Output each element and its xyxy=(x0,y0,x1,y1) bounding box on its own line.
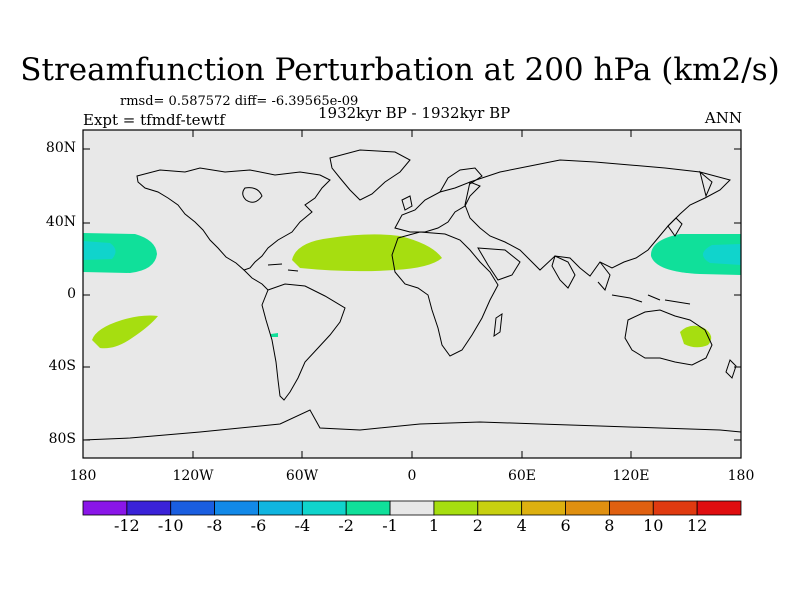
colorbar-label: -8 xyxy=(206,516,223,535)
lat-label-40s: 40S xyxy=(48,358,76,374)
stats-line: rmsd= 0.587572 diff= -6.39565e-09 xyxy=(120,94,359,109)
lat-label-80s: 80S xyxy=(48,431,76,447)
lon-ticks xyxy=(192,130,632,458)
anomaly-south-america-patch xyxy=(271,333,278,337)
colorbar-swatch xyxy=(652,500,698,516)
colorbar-label: -10 xyxy=(157,516,184,535)
anomaly-australia xyxy=(680,325,712,348)
colorbar-swatch xyxy=(301,500,347,516)
colorbar xyxy=(82,500,742,516)
period-label: 1932kyr BP - 1932kyr BP xyxy=(318,104,511,122)
coast-antarctica xyxy=(82,409,742,441)
coast-madagascar xyxy=(493,312,503,338)
colorbar-label: 1 xyxy=(428,516,440,535)
coast-australia xyxy=(624,309,713,366)
coast-new-zealand xyxy=(725,359,737,379)
colorbar-swatch xyxy=(258,500,303,516)
colorbar-label: -2 xyxy=(338,516,354,535)
colorbar-swatch xyxy=(477,500,523,516)
colorbar-swatch xyxy=(433,500,479,516)
lon-label-180e: 180 xyxy=(727,468,755,484)
anomaly-north-pacific-east xyxy=(650,234,741,275)
colorbar-swatch xyxy=(345,500,391,516)
colorbar-swatch xyxy=(389,500,435,516)
coast-europe xyxy=(394,181,481,233)
anomaly-north-atlantic-africa xyxy=(292,234,442,272)
coast-southeast-asia xyxy=(597,261,611,291)
colorbar-label: -6 xyxy=(250,516,267,535)
coast-kamchatka xyxy=(699,170,713,198)
lat-label-80n: 80N xyxy=(45,140,76,156)
lat-label-0: 0 xyxy=(67,286,76,302)
colorbar-swatch xyxy=(696,500,742,516)
anomaly-north-pacific-east-core xyxy=(702,244,741,265)
colorbar-label: 4 xyxy=(516,516,527,535)
colorbar-swatch xyxy=(521,500,566,516)
colorbar-label: 10 xyxy=(643,516,664,535)
season-label: ANN xyxy=(704,109,742,127)
map-background xyxy=(83,130,741,458)
coast-greenland xyxy=(329,149,411,201)
coast-japan xyxy=(667,217,683,237)
anomaly-layer xyxy=(83,233,741,349)
colorbar-label: -1 xyxy=(382,516,398,535)
map-title: Streamfunction Perturbation at 200 hPa (… xyxy=(20,52,780,88)
coast-central-america xyxy=(243,269,269,291)
lon-label-0: 0 xyxy=(407,468,417,484)
colorbar-swatch xyxy=(82,500,128,516)
coast-north-america xyxy=(136,167,331,271)
coast-africa xyxy=(391,231,499,357)
coast-british-isles xyxy=(401,195,413,211)
coast-asia xyxy=(464,159,731,277)
colorbar-label: -12 xyxy=(113,516,140,535)
colorbar-label: 12 xyxy=(686,516,708,535)
coast-south-america xyxy=(261,283,346,401)
lon-label-180w: 180 xyxy=(69,468,97,484)
lon-label-120e: 120E xyxy=(612,468,650,484)
experiment-label: Expt = tfmdf-tewtf xyxy=(83,111,225,129)
anomaly-north-pacific-west-core xyxy=(83,241,116,260)
coast-scandinavia xyxy=(439,167,483,193)
colorbar-swatch xyxy=(609,500,654,516)
coast-indonesia xyxy=(611,294,691,305)
lon-label-120w: 120W xyxy=(172,468,214,484)
lon-label-60w: 60W xyxy=(285,468,319,484)
colorbar-swatch xyxy=(170,500,216,516)
coast-caribbean xyxy=(267,263,299,272)
lat-label-40n: 40N xyxy=(45,214,76,230)
colorbar-label: -4 xyxy=(294,516,311,535)
lon-label-60e: 60E xyxy=(507,468,537,484)
anomaly-south-pacific xyxy=(92,315,158,349)
coast-arabia xyxy=(477,247,521,281)
colorbar-label: 8 xyxy=(604,516,615,535)
colorbar-swatch xyxy=(126,500,172,516)
colorbar-label: 6 xyxy=(560,516,571,535)
lat-ticks xyxy=(83,148,741,441)
colorbar-swatch xyxy=(214,500,259,516)
coast-hudson-bay xyxy=(242,187,263,203)
coastlines xyxy=(82,149,742,441)
colorbar-label: 2 xyxy=(472,516,483,535)
coast-india xyxy=(551,255,576,289)
colorbar-swatch xyxy=(565,500,610,516)
